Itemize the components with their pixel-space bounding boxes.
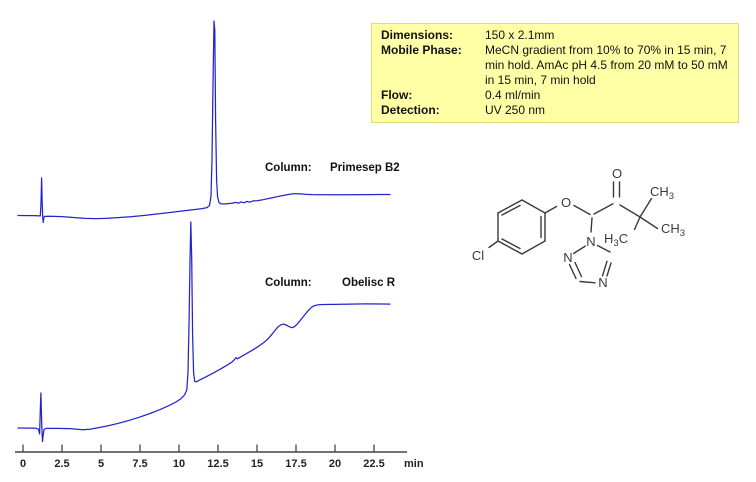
atom-label-h3c: H3C	[604, 231, 628, 249]
x-axis-ticks: 0 2.5 5 7.5 10 12.5 15 17.5 20 22.5	[20, 444, 385, 470]
dimensions-label: Dimensions:	[381, 28, 454, 42]
atom-label-n: N	[563, 250, 572, 265]
flow-value: 0.4 ml/min	[485, 88, 541, 102]
flow-label: Flow:	[381, 88, 413, 102]
column-label-obelisc: Column:	[265, 277, 312, 289]
column-name-obelisc-r: Obelisc R	[342, 277, 396, 289]
x-axis-tick-label: 15	[251, 458, 263, 470]
trace-obelisc-r	[17, 221, 391, 443]
atom-label-o: O	[612, 166, 622, 181]
atom-label-n: N	[586, 234, 595, 249]
column-label-primesep: Column:	[265, 162, 312, 174]
atom-label-ch3: CH3	[650, 184, 674, 202]
atom-label-o: O	[561, 195, 571, 210]
method-info-box: Dimensions: 150 x 2.1mm Mobile Phase: Me…	[371, 23, 739, 123]
x-axis-tick-label: 20	[329, 458, 341, 470]
detection-label: Detection:	[381, 103, 440, 117]
x-axis-tick-label: 2.5	[54, 458, 69, 470]
dimensions-value: 150 x 2.1mm	[485, 28, 555, 42]
x-axis-tick-label: 17.5	[285, 458, 306, 470]
column-name-primesep-b2: Primesep B2	[330, 162, 400, 174]
atom-label-n: N	[598, 275, 607, 290]
x-axis-tick-label: 22.5	[363, 458, 384, 470]
x-axis-tick-label: 5	[98, 458, 104, 470]
x-axis-tick-label: 12.5	[207, 458, 228, 470]
atom-label-ch3: CH3	[661, 221, 685, 239]
atom-label-cl: Cl	[472, 248, 484, 263]
x-axis-tick-label: 10	[173, 458, 185, 470]
detection-value: UV 250 nm	[485, 103, 546, 117]
trace-primesep-b2	[17, 20, 391, 224]
mobile-phase-value: MeCN gradient from 10% to 70% in 15 min,…	[485, 43, 728, 87]
x-axis: 0 2.5 5 7.5 10 12.5 15 17.5 20 22.5 min	[15, 444, 424, 470]
x-axis-unit-label: min	[404, 458, 424, 470]
x-axis-tick-label: 7.5	[132, 458, 147, 470]
mobile-phase-label: Mobile Phase:	[381, 43, 462, 57]
x-axis-tick-label: 0	[20, 458, 26, 470]
